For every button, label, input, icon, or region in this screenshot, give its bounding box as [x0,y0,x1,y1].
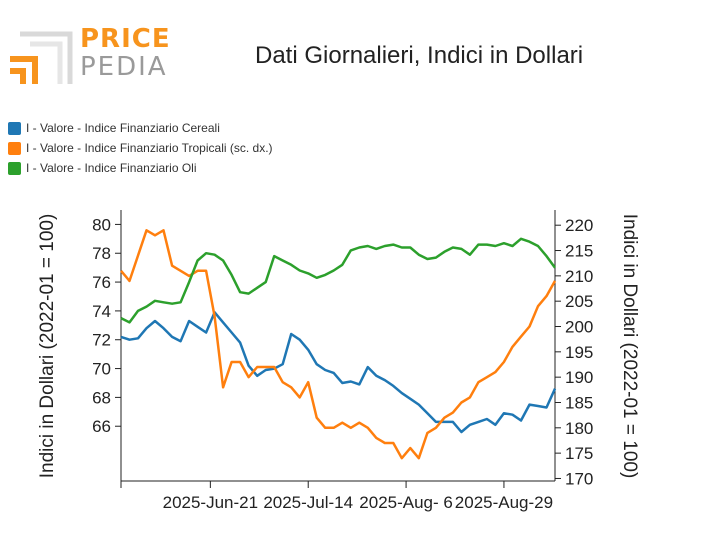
legend-item-oli[interactable]: I - Valore - Indice Finanziario Oli [8,158,273,178]
y-right-tick-label: 210 [565,267,593,286]
x-tick-label: 2025-Aug-29 [455,493,553,512]
y-left-tick-label: 74 [92,302,111,321]
chart-series [120,229,557,460]
y-axis-left-title: Indici in Dollari (2022-01 = 100) [37,214,58,479]
y-left-tick-label: 78 [92,244,111,263]
y-left-tick-label: 76 [92,273,111,292]
pricepedia-logo: PRICE PEDIA [8,22,171,92]
y-right-tick-label: 180 [565,419,593,438]
chart-legend: I - Valore - Indice Finanziario Cereali … [8,118,273,178]
legend-swatch-cereali [8,121,21,135]
chart-title: Dati Giornalieri, Indici in Dollari [255,42,584,69]
y-axis-right-title: Indici in Dollari (2022-01 = 100) [619,214,640,479]
y-right-tick-label: 200 [565,318,593,337]
legend-item-cereali[interactable]: I - Valore - Indice Finanziario Cereali [8,118,273,138]
x-tick-label: 2025-Aug- 6 [359,493,453,512]
y-left-tick-label: 80 [92,215,111,234]
legend-item-tropicali[interactable]: I - Valore - Indice Finanziario Tropical… [8,138,273,158]
series-line-oli[interactable] [120,237,557,324]
y-right-tick-label: 215 [565,242,593,261]
chart-axes: 66 68 70 72 74 76 78 80 170 175 180 185 190 195 200 205… [92,210,593,512]
y-right-tick-label: 185 [565,393,593,412]
y-left-tick-label: 70 [92,360,111,379]
y-right-tick-label: 195 [565,343,593,362]
y-left-tick-label: 68 [92,388,111,407]
legend-label-tropicali: I - Valore - Indice Finanziario Tropical… [26,141,273,155]
y-right-tick-label: 175 [565,444,593,463]
legend-swatch-tropicali [8,141,21,155]
logo-word-pedia: PEDIA [80,52,168,82]
x-tick-label: 2025-Jun-21 [163,493,258,512]
x-tick-label: 2025-Jul-14 [263,493,353,512]
series-line-tropicali[interactable] [120,229,557,460]
y-right-tick-label: 205 [565,292,593,311]
y-right-tick-label: 170 [565,469,593,488]
y-left-tick-label: 66 [92,417,111,436]
legend-label-oli: I - Valore - Indice Finanziario Oli [26,161,197,175]
series-line-cereali[interactable] [120,311,557,434]
y-left-tick-label: 72 [92,331,111,350]
y-right-tick-label: 220 [565,216,593,235]
legend-swatch-oli [8,161,21,175]
legend-label-cereali: I - Valore - Indice Finanziario Cereali [26,121,220,135]
y-right-tick-label: 190 [565,368,593,387]
logo-mark-icon [10,31,73,84]
logo-word-price: PRICE [80,24,171,54]
